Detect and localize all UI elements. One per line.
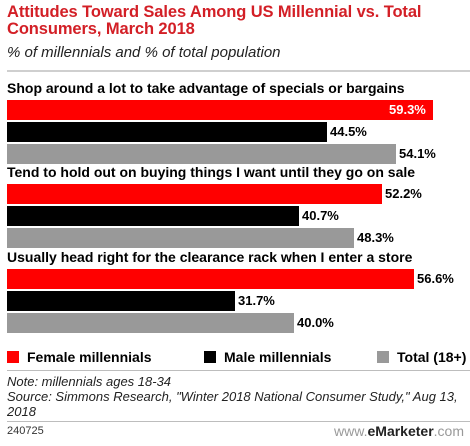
data-label-male-3: 31.7% bbox=[238, 293, 275, 308]
bar-female-2 bbox=[7, 184, 382, 204]
source-text: Source: Simmons Research, "Winter 2018 N… bbox=[7, 389, 458, 419]
category-label-1: Shop around a lot to take advantage of s… bbox=[7, 80, 405, 96]
data-label-total-1: 54.1% bbox=[399, 146, 436, 161]
chart-title: Attitudes Toward Sales Among US Millenni… bbox=[7, 3, 422, 38]
bar-total-3 bbox=[7, 313, 294, 333]
footer-divider bbox=[7, 421, 470, 422]
footnote: Note: millennials ages 18-34 Source: Sim… bbox=[7, 374, 467, 419]
legend-label-female: Female millennials bbox=[27, 349, 152, 365]
legend-item-male: Male millennials bbox=[204, 348, 331, 366]
bar-male-3 bbox=[7, 291, 235, 311]
bar-male-1 bbox=[7, 122, 327, 142]
bar-female-1 bbox=[7, 100, 433, 120]
logo-suffix: .com bbox=[433, 423, 464, 439]
emarketer-logo[interactable]: www.eMarketer.com bbox=[334, 423, 464, 439]
legend-item-female: Female millennials bbox=[7, 348, 152, 366]
data-label-total-3: 40.0% bbox=[297, 315, 334, 330]
logo-brand: eMarketer bbox=[367, 423, 434, 439]
legend-swatch-female bbox=[7, 351, 19, 363]
chart-id: 240725 bbox=[7, 425, 44, 437]
note-text: Note: millennials ages 18-34 bbox=[7, 374, 172, 389]
legend-label-total: Total (18+) bbox=[397, 349, 467, 365]
legend: Female millennials Male millennials Tota… bbox=[7, 348, 470, 366]
bar-male-2 bbox=[7, 206, 299, 226]
legend-swatch-total bbox=[377, 351, 389, 363]
legend-swatch-male bbox=[204, 351, 216, 363]
category-label-2: Tend to hold out on buying things I want… bbox=[7, 164, 416, 180]
category-label-3: Usually head right for the clearance rac… bbox=[7, 249, 413, 265]
data-label-total-2: 48.3% bbox=[357, 230, 394, 245]
logo-prefix: www. bbox=[334, 423, 368, 439]
data-label-male-2: 40.7% bbox=[302, 208, 339, 223]
data-label-female-2: 52.2% bbox=[385, 186, 422, 201]
bar-female-3 bbox=[7, 269, 414, 289]
data-label-female-3: 56.6% bbox=[417, 271, 454, 286]
legend-label-male: Male millennials bbox=[224, 349, 332, 365]
top-divider bbox=[7, 70, 470, 72]
data-label-male-1: 44.5% bbox=[330, 124, 367, 139]
chart-subtitle: % of millennials and % of total populati… bbox=[7, 44, 281, 61]
bar-total-2 bbox=[7, 228, 354, 248]
bottom-divider bbox=[7, 370, 470, 371]
legend-item-total: Total (18+) bbox=[377, 348, 466, 366]
bar-total-1 bbox=[7, 144, 396, 164]
data-label-female-1: 59.3% bbox=[389, 102, 426, 117]
